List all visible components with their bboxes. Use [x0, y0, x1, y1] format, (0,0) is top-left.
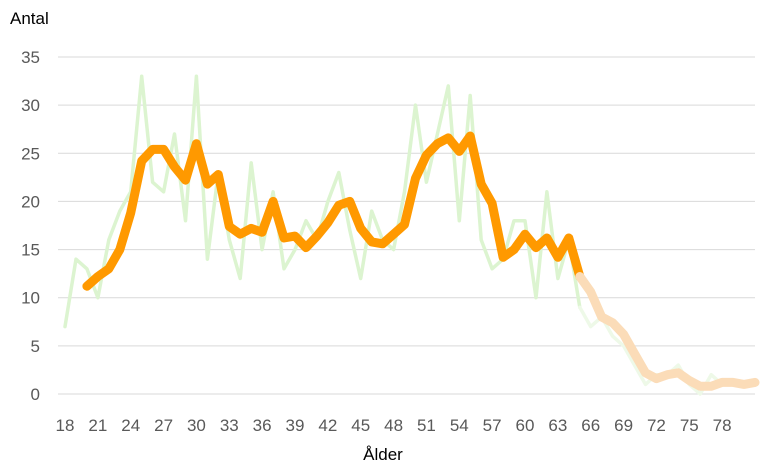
- x-tick-label: 45: [351, 416, 370, 435]
- y-axis-title: Antal: [10, 9, 49, 28]
- x-tick-label: 30: [187, 416, 206, 435]
- y-tick-label: 35: [21, 48, 40, 67]
- x-tick-label: 63: [548, 416, 567, 435]
- x-tick-label: 39: [286, 416, 305, 435]
- x-tick-label: 69: [614, 416, 633, 435]
- x-tick-label: 78: [713, 416, 732, 435]
- x-tick-label: 57: [483, 416, 502, 435]
- y-tick-label: 20: [21, 192, 40, 211]
- x-tick-label: 54: [450, 416, 469, 435]
- x-tick-label: 51: [417, 416, 436, 435]
- y-tick-label: 10: [21, 289, 40, 308]
- y-tick-label: 25: [21, 144, 40, 163]
- x-tick-label: 36: [253, 416, 272, 435]
- x-tick-label: 72: [647, 416, 666, 435]
- raw-line: [63, 74, 582, 329]
- smoothed-series: [82, 131, 760, 391]
- y-tick-label: 5: [31, 337, 40, 356]
- x-tick-label: 18: [56, 416, 75, 435]
- x-tick-label: 24: [121, 416, 140, 435]
- y-tick-label: 0: [31, 385, 40, 404]
- x-tick-label: 33: [220, 416, 239, 435]
- x-tick-label: 60: [516, 416, 535, 435]
- x-tick-label: 21: [88, 416, 107, 435]
- x-tick-label: 75: [680, 416, 699, 435]
- x-axis-ticks: 18 21 24 27 30 33 36 39 42 45 48 51 54 57 60 63 66 69 72 75…: [56, 416, 732, 435]
- y-axis-ticks: 0 5 10 15 20 25 30 35: [21, 48, 40, 404]
- x-tick-label: 42: [318, 416, 337, 435]
- smoothed-line: [82, 131, 585, 291]
- x-axis-title: Ålder: [363, 445, 403, 464]
- y-tick-label: 30: [21, 96, 40, 115]
- y-tick-label: 15: [21, 241, 40, 260]
- x-tick-label: 27: [154, 416, 173, 435]
- x-tick-label: 48: [384, 416, 403, 435]
- smoothed-line-faded: [575, 272, 760, 391]
- x-tick-label: 66: [581, 416, 600, 435]
